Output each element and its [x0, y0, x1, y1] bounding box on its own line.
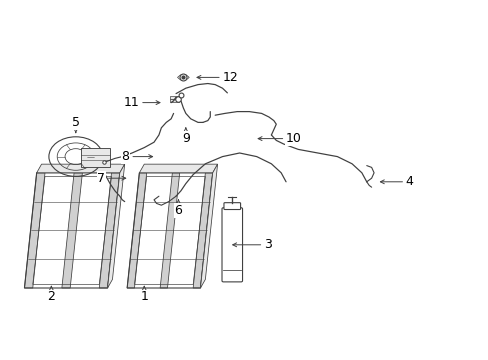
Bar	[81, 148, 110, 167]
Polygon shape	[160, 173, 180, 288]
Polygon shape	[61, 173, 82, 288]
FancyBboxPatch shape	[224, 203, 240, 210]
Polygon shape	[99, 173, 120, 288]
Polygon shape	[107, 164, 124, 288]
Bar	[170, 99, 179, 102]
Text: 2: 2	[47, 287, 55, 303]
Text: 7: 7	[97, 172, 125, 185]
Polygon shape	[127, 173, 146, 288]
Text: 5: 5	[72, 116, 80, 132]
Text: 12: 12	[197, 71, 238, 84]
Polygon shape	[37, 164, 124, 173]
Bar	[170, 96, 179, 99]
Text: 8: 8	[122, 150, 152, 163]
Text: 1: 1	[140, 287, 148, 303]
Text: 6: 6	[174, 200, 182, 217]
Text: 9: 9	[182, 128, 189, 145]
Polygon shape	[193, 173, 212, 288]
Polygon shape	[200, 164, 217, 288]
Text: 4: 4	[380, 175, 413, 188]
Polygon shape	[177, 75, 189, 80]
FancyBboxPatch shape	[222, 208, 242, 282]
Text: 3: 3	[232, 238, 271, 251]
Polygon shape	[139, 164, 217, 173]
Text: 10: 10	[258, 132, 301, 145]
Polygon shape	[24, 173, 45, 288]
Text: 11: 11	[123, 96, 160, 109]
